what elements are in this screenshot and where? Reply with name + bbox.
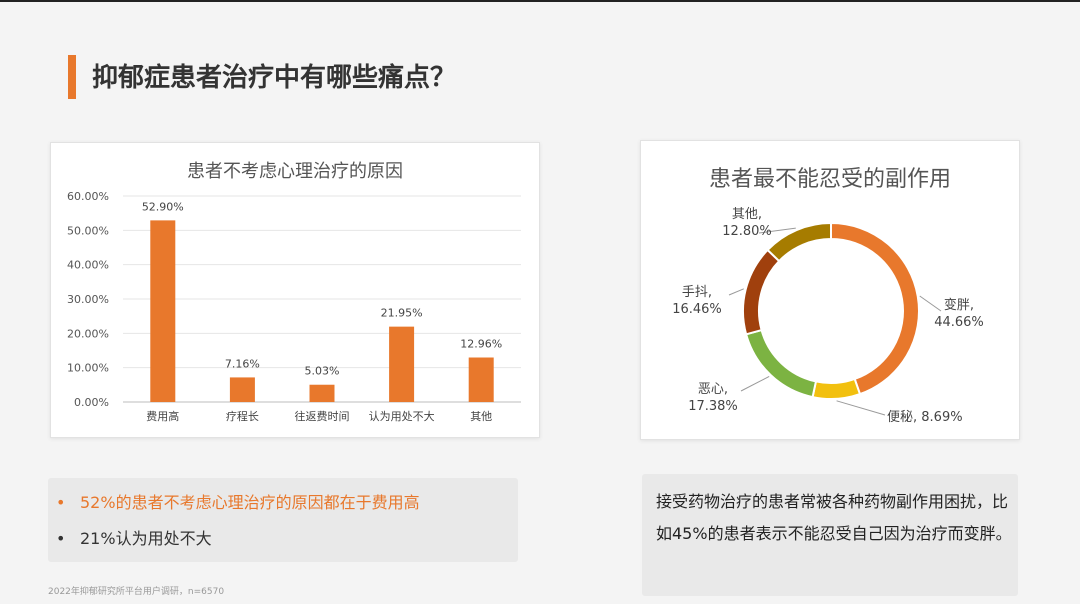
bar [389,326,415,402]
slice-label: 12.80% [722,224,772,239]
bar-value-label: 52.90% [142,200,184,213]
y-tick-label: 10.00% [67,362,109,375]
donut-chart-title: 患者最不能忍受的副作用 [708,167,951,192]
leader-line [758,227,796,234]
source-footnote: 2022年抑郁研究所平台用户调研，n=6570 [48,587,225,597]
bullet-dot: • [56,493,66,512]
slice-label: 变胖, [944,297,974,313]
bar [229,377,255,402]
slice-label: 44.66% [934,315,984,330]
bullet-dot: • [56,529,66,548]
x-tick-label: 认为用处不大 [369,409,435,423]
bar-value-label: 7.16% [225,357,260,370]
bar-value-label: 5.03% [305,365,340,378]
summary-bullet-1-text: 52%的患者不考虑心理治疗的原因都在于费用高 [80,493,420,512]
title-accent-bar [68,55,76,99]
slice-label: 恶心, [698,382,728,397]
bar-chart-card: 患者不考虑心理治疗的原因 0.00% 10.00% 20.00% 30.00% 40.0… [50,142,540,438]
donut-slice [830,221,920,396]
summary-bullet-2-text: 21%认为用处不大 [80,529,212,548]
y-tick-label: 20.00% [67,327,109,340]
bar-chart: 0.00% 10.00% 20.00% 30.00% 40.00% 50.00% 60.00… [67,190,521,423]
donut-slice [742,248,781,336]
leader-line [919,295,942,312]
x-tick-label: 往返费时间 [295,409,350,423]
summary-left-panel: • 52%的患者不考虑心理治疗的原因都在于费用高 • 21%认为用处不大 [48,478,518,562]
donut-chart-card: 患者最不能忍受的副作用 变胖, 44.66% 便秘, 8.69% 恶心, 17.38% 手… [640,140,1020,440]
donut-slice [744,328,818,399]
x-tick-label: 其他 [470,410,492,423]
slice-label: 便秘, 8.69% [887,410,963,425]
summary-right-text: 接受药物治疗的患者常被各种药物副作用困扰，比如45%的患者表示不能忍受自己因为治… [656,492,1012,543]
summary-right-panel: 接受药物治疗的患者常被各种药物副作用困扰，比如45%的患者表示不能忍受自己因为治… [642,474,1018,596]
y-tick-label: 0.00% [74,396,109,409]
slice-label: 手抖, [682,285,712,300]
bar-value-label: 12.96% [460,338,502,351]
bar [309,384,335,402]
y-tick-label: 60.00% [67,190,109,203]
donut-slice [811,377,862,400]
y-tick-label: 50.00% [67,224,109,237]
bar-value-label: 21.95% [381,307,423,320]
page-title: 抑郁症患者治疗中有哪些痛点？ [92,63,457,93]
x-tick-label: 疗程长 [226,409,259,423]
y-tick-label: 30.00% [67,293,109,306]
summary-bullet-2: • 21%认为用处不大 [56,528,212,550]
leader-line [740,375,770,392]
slice-label: 17.38% [688,399,738,414]
bar-chart-title: 患者不考虑心理治疗的原因 [187,161,403,182]
bar [150,220,176,402]
donut-chart: 变胖, 44.66% 便秘, 8.69% 恶心, 17.38% 手抖, 16.46% 其他, 1… [672,207,984,425]
leader-line [836,400,886,416]
slice-label: 其他, [732,207,762,222]
donut-slice [766,221,832,263]
leader-line [728,288,744,296]
x-tick-label: 费用高 [146,409,179,423]
summary-bullet-1: • 52%的患者不考虑心理治疗的原因都在于费用高 [56,492,420,514]
y-tick-label: 40.00% [67,259,109,272]
top-divider [0,0,1080,2]
slice-label: 16.46% [672,302,722,317]
bar [468,357,494,402]
